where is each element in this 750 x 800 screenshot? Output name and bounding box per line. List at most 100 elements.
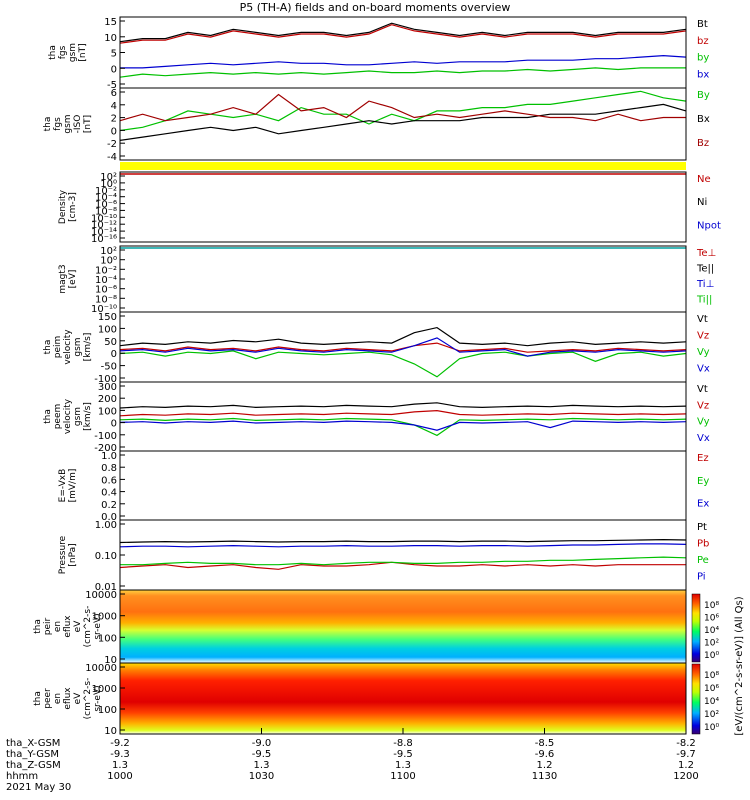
y-axis-label: fgs xyxy=(53,117,63,131)
y-axis-label: gsm xyxy=(68,43,78,62)
y-tick-label: 0 xyxy=(111,419,117,430)
colorbar-tick-label: 10⁴ xyxy=(704,626,719,636)
series-line-Bx xyxy=(119,103,687,141)
legend-label: Vx xyxy=(697,433,710,444)
legend-label: bz xyxy=(697,36,709,47)
x-axis-value: -8.2 xyxy=(676,738,696,749)
y-tick-label: 10⁻¹⁰ xyxy=(91,304,117,315)
legend-label: Ez xyxy=(697,453,709,464)
series-line-Pi xyxy=(119,543,687,548)
y-tick-label: 10⁻⁶ xyxy=(95,285,117,296)
x-axis-value: 1200 xyxy=(673,771,698,782)
series-line-Vz xyxy=(119,342,687,353)
y-tick-label: 10⁰ xyxy=(100,256,117,267)
legend-label: Pb xyxy=(697,539,709,550)
legend-label: Pe xyxy=(697,555,709,566)
colorbar-tick-label: 10⁸ xyxy=(704,671,719,681)
series-line-Bz xyxy=(119,93,686,122)
y-axis-label: tha xyxy=(33,619,43,634)
legend-label: Ti⊥ xyxy=(696,279,714,290)
x-axis-row-label: hhmm xyxy=(6,771,38,782)
series-line-Vx xyxy=(119,337,687,357)
series-line-bx xyxy=(120,54,687,69)
y-tick-label: 10⁻⁸ xyxy=(95,294,117,305)
y-tick-label: 0 xyxy=(111,349,117,360)
y-tick-label: 0.6 xyxy=(101,475,117,486)
colorbar-tick-label: 10⁸ xyxy=(704,601,719,611)
legend-label: Vz xyxy=(697,400,709,411)
y-tick-label: 1000 xyxy=(92,612,117,623)
series-line-Pt xyxy=(119,538,687,544)
x-axis-value: 1030 xyxy=(249,771,274,782)
y-tick-label: 10⁻⁸ xyxy=(95,206,117,217)
y-axis-label: gsm xyxy=(63,114,73,133)
legend-label: Ni xyxy=(697,197,707,208)
legend-label: Pi xyxy=(697,572,706,583)
y-tick-label: 10² xyxy=(100,246,117,257)
legend-label: Ne xyxy=(697,174,711,185)
x-axis-value: 1.3 xyxy=(112,760,128,771)
panel-frame xyxy=(119,87,687,161)
y-tick-label: 1.0 xyxy=(101,451,117,462)
y-axis-label: velocity xyxy=(63,398,73,434)
y-tick-label: 10⁻¹² xyxy=(91,220,117,231)
legend-label: Vy xyxy=(697,417,710,428)
series-line-By xyxy=(119,90,687,132)
y-axis-label: [km/s] xyxy=(83,402,93,431)
y-axis-label: gsm xyxy=(73,337,83,356)
legend-label: Bz xyxy=(697,138,709,149)
legend-label: Vt xyxy=(697,384,708,395)
y-axis-label: sr-eV) xyxy=(93,613,103,639)
series-line-bz xyxy=(119,24,687,44)
y-tick-label: 10⁰ xyxy=(100,179,117,190)
y-tick-label: 200 xyxy=(98,394,117,405)
y-axis-label: Density xyxy=(58,189,68,224)
series-line-Vy xyxy=(119,417,687,437)
y-axis-label: peim xyxy=(53,336,63,359)
series-line-Vz xyxy=(119,409,687,417)
y-tick-label: 10⁻¹⁶ xyxy=(91,234,117,245)
series-line-Vy xyxy=(119,350,687,378)
y-tick-label: 100 xyxy=(98,633,117,644)
legend-label: Vy xyxy=(697,347,710,358)
y-tick-label: 10 xyxy=(104,655,117,666)
y-tick-label: 10000 xyxy=(85,663,117,674)
y-tick-label: 10⁻¹⁴ xyxy=(91,227,117,238)
y-axis-label: peer xyxy=(43,688,53,709)
y-tick-label: 50 xyxy=(104,337,117,348)
y-tick-label: 0.4 xyxy=(101,488,117,499)
x-axis-value: -9.0 xyxy=(252,738,272,749)
legend-label: by xyxy=(697,53,709,64)
y-tick-label: 0.01 xyxy=(95,582,117,593)
y-axis-label: eflux xyxy=(63,687,73,710)
x-axis-value: 1130 xyxy=(532,771,557,782)
y-axis-label: [nPa] xyxy=(68,543,78,566)
y-axis-label: (cm^2-s- xyxy=(83,606,93,648)
colorbar-tick-label: 10⁰ xyxy=(704,723,719,733)
figure-title: P5 (TH-A) fields and on-board moments ov… xyxy=(239,1,511,14)
y-tick-label: 1.00 xyxy=(95,520,117,531)
y-tick-label: 10 xyxy=(104,726,117,737)
y-tick-label: 0 xyxy=(111,126,117,137)
y-axis-label: eflux xyxy=(63,615,73,638)
y-axis-label: en xyxy=(53,621,63,632)
y-tick-label: 5 xyxy=(111,49,117,60)
y-axis-label: eV xyxy=(73,692,83,705)
legend-label: Vz xyxy=(697,331,709,342)
series-line-Pe xyxy=(120,556,687,566)
x-axis-row-label: tha_Y-GSM xyxy=(6,749,59,760)
x-axis-value: 1.3 xyxy=(395,760,411,771)
x-axis-value: 1.2 xyxy=(678,760,694,771)
y-tick-label: 100 xyxy=(98,705,117,716)
y-tick-label: 10⁻² xyxy=(95,186,117,197)
y-tick-label: 0 xyxy=(111,64,117,75)
y-tick-label: 0.10 xyxy=(95,551,117,562)
x-axis-value: 1.2 xyxy=(537,760,553,771)
colorbar-tick-label: 10⁶ xyxy=(704,684,719,694)
quality-flag-bar xyxy=(120,162,686,170)
y-tick-label: 15 xyxy=(104,17,117,28)
legend-label: By xyxy=(697,90,710,101)
series-line-Vx xyxy=(119,420,687,431)
y-axis-label: sr-eV) xyxy=(93,685,103,711)
legend-label: Pt xyxy=(697,522,707,533)
